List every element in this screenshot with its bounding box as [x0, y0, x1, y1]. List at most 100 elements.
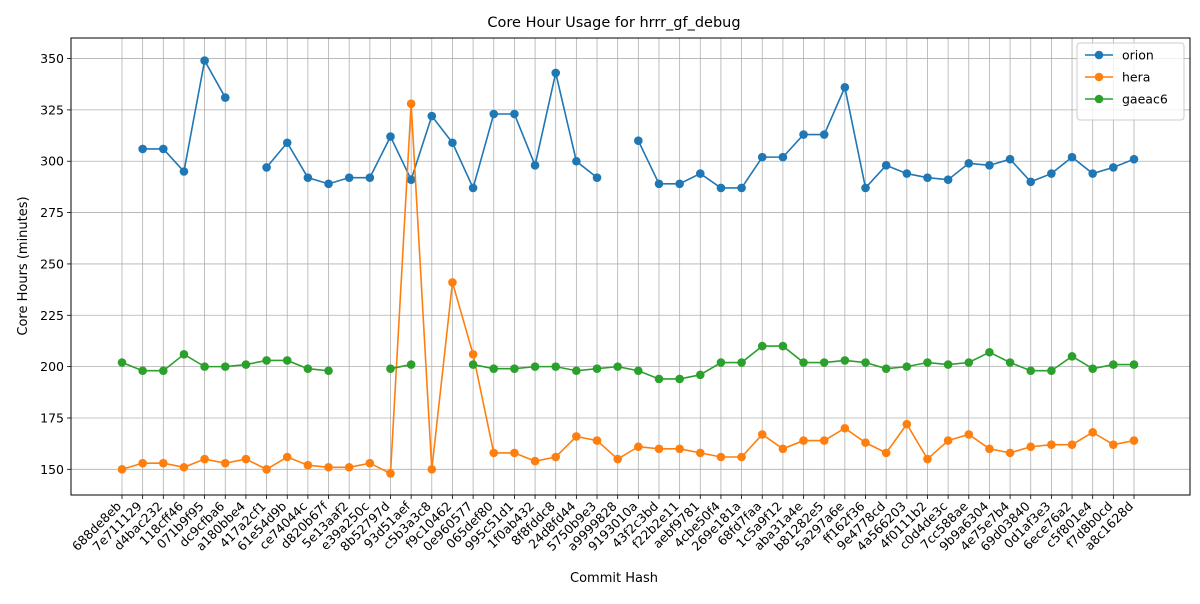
data-point-hera [819, 436, 829, 445]
data-point-orion [530, 161, 540, 170]
data-point-orion [489, 109, 499, 119]
data-point-hera [324, 462, 333, 472]
data-point-hera [344, 462, 354, 472]
data-point-hera [220, 458, 230, 468]
data-point-gaeac6 [985, 347, 994, 357]
data-point-hera [778, 444, 788, 454]
data-point-hera [964, 430, 974, 439]
data-point-gaeac6 [923, 358, 932, 367]
data-point-hera [530, 456, 540, 466]
data-point-hera [179, 462, 189, 472]
data-point-gaeac6 [1088, 364, 1097, 373]
data-point-hera [241, 454, 251, 464]
data-point-orion [262, 163, 271, 172]
data-point-gaeac6 [716, 358, 726, 367]
data-point-gaeac6 [943, 360, 953, 369]
legend-swatch-marker [1094, 50, 1104, 60]
data-point-orion [840, 82, 850, 92]
y-tick-label: 325 [40, 102, 64, 117]
data-point-orion [282, 138, 292, 148]
data-point-hera [468, 350, 478, 359]
data-point-gaeac6 [179, 350, 189, 359]
data-point-gaeac6 [468, 360, 478, 369]
data-point-orion [220, 93, 230, 102]
y-tick-label: 275 [40, 205, 64, 220]
data-point-hera [1109, 440, 1118, 449]
data-point-orion [200, 56, 209, 65]
data-point-gaeac6 [220, 362, 230, 371]
data-point-gaeac6 [386, 364, 395, 373]
data-point-gaeac6 [675, 374, 684, 384]
data-point-orion [1109, 163, 1118, 172]
y-axis-label: Core Hours (minutes) [16, 196, 31, 335]
data-point-gaeac6 [881, 364, 891, 373]
y-tick-label: 350 [40, 51, 64, 66]
data-point-orion [654, 179, 664, 189]
data-point-orion [159, 144, 168, 154]
data-point-hera [551, 452, 561, 462]
data-point-hera [200, 454, 209, 464]
data-point-orion [572, 156, 581, 166]
data-point-orion [1026, 177, 1036, 187]
data-point-gaeac6 [117, 358, 127, 367]
data-point-orion [1088, 169, 1097, 178]
data-point-hera [159, 458, 168, 468]
data-point-hera [799, 436, 808, 445]
data-point-hera [510, 448, 519, 458]
data-point-orion [138, 144, 147, 154]
data-point-gaeac6 [1047, 366, 1056, 376]
data-point-hera [757, 430, 767, 439]
legend-swatch-marker [1094, 72, 1104, 82]
data-point-hera [923, 454, 932, 464]
y-tick-label: 300 [40, 154, 64, 169]
data-point-gaeac6 [695, 370, 705, 380]
data-point-gaeac6 [778, 341, 788, 351]
data-point-hera [592, 436, 602, 445]
data-point-orion [985, 161, 994, 170]
data-point-hera [634, 442, 643, 452]
x-axis-label: Commit Hash [570, 571, 658, 586]
data-point-hera [138, 458, 147, 468]
series-gaeac6 [117, 341, 1139, 384]
data-point-hera [365, 458, 375, 468]
data-point-gaeac6 [757, 341, 767, 351]
data-point-gaeac6 [1026, 366, 1036, 376]
data-point-hera [572, 432, 581, 441]
data-point-gaeac6 [634, 366, 643, 376]
axis-layer: 688de8eb7e711129d4bac232118cff46071b9f95… [40, 51, 1136, 554]
data-point-gaeac6 [902, 362, 912, 371]
data-point-gaeac6 [200, 362, 209, 371]
data-point-gaeac6 [324, 366, 333, 376]
data-point-hera [1005, 448, 1015, 458]
data-point-gaeac6 [551, 362, 561, 371]
data-point-hera [1026, 442, 1036, 452]
data-point-hera [448, 278, 457, 287]
data-point-gaeac6 [964, 358, 974, 367]
chart-title: Core Hour Usage for hrrr_gf_debug [487, 15, 740, 31]
data-point-gaeac6 [510, 364, 519, 373]
data-point-hera [654, 444, 664, 454]
data-point-hera [881, 448, 891, 458]
data-point-orion [344, 173, 354, 182]
series-hera [117, 99, 1139, 478]
data-point-orion [695, 169, 705, 178]
data-point-hera [386, 469, 395, 478]
data-point-gaeac6 [737, 358, 746, 367]
data-point-hera [985, 444, 994, 454]
series-orion [138, 56, 1139, 193]
data-point-gaeac6 [840, 356, 850, 365]
legend-label: hera [1122, 70, 1150, 85]
data-point-gaeac6 [572, 366, 581, 376]
data-point-hera [1047, 440, 1056, 449]
data-point-orion [943, 175, 953, 185]
data-point-gaeac6 [654, 374, 664, 384]
data-point-orion [179, 167, 189, 176]
data-point-gaeac6 [241, 360, 251, 369]
legend-label: orion [1122, 48, 1154, 63]
data-point-orion [365, 173, 375, 182]
data-point-hera [716, 452, 726, 462]
data-point-orion [510, 109, 519, 119]
data-point-hera [737, 452, 746, 462]
